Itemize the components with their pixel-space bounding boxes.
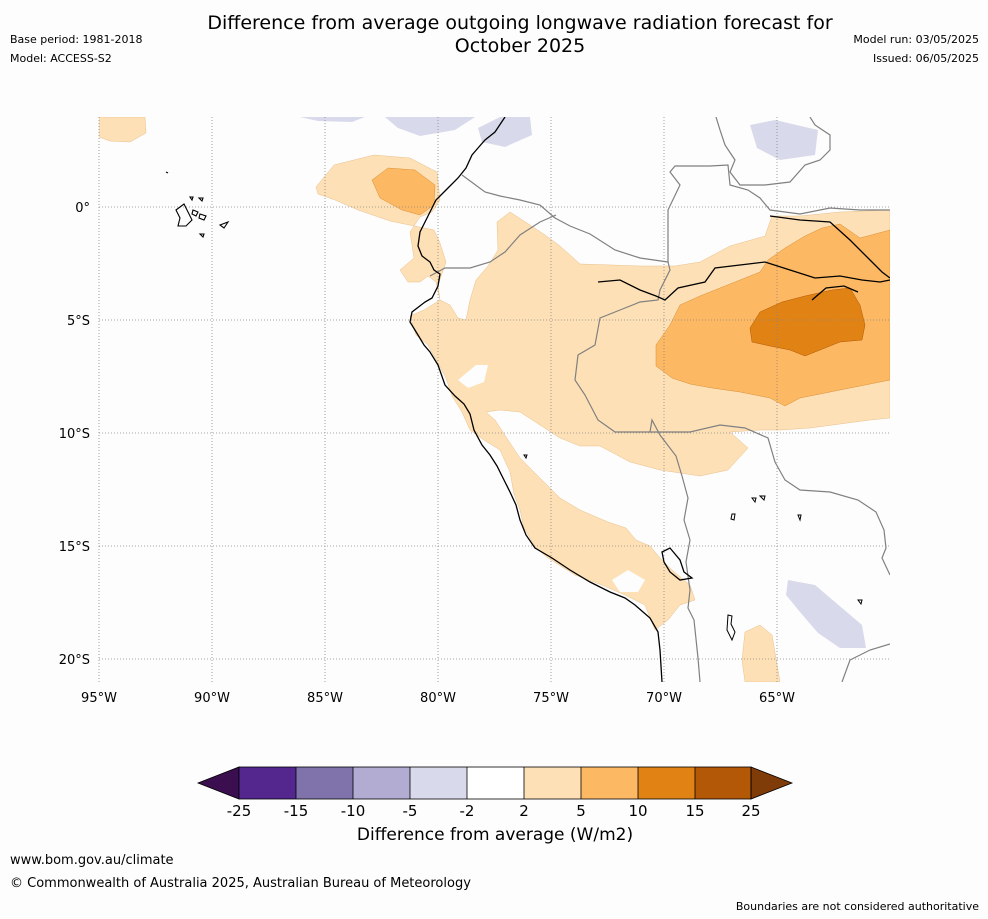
colorbar-tick-label: 15 <box>685 802 704 820</box>
colorbar-tick-label: -10 <box>341 802 366 820</box>
anomaly-patch-plus2 <box>315 154 890 631</box>
lon-label: 65°W <box>759 691 795 706</box>
model-label: Model: ACCESS-S2 <box>10 52 112 65</box>
colorbar-segment <box>638 767 695 799</box>
colorbar-extend-low <box>196 766 240 800</box>
page-title: Difference from average outgoing longwav… <box>150 12 890 58</box>
anomaly-patch-plus2 <box>741 624 781 682</box>
lat-label: 5°S <box>67 314 90 329</box>
base-period-label: Base period: 1981-2018 <box>10 33 143 46</box>
colorbar-tick-label: -15 <box>284 802 309 820</box>
issued-label: Issued: 06/05/2025 <box>872 52 979 65</box>
lon-label: 90°W <box>194 691 230 706</box>
lon-label: 95°W <box>81 691 117 706</box>
colorbar-segment <box>467 767 524 799</box>
graticule <box>98 117 890 682</box>
colorbar-segment <box>410 767 467 799</box>
galapagos-islands <box>165 171 230 239</box>
colorbar-segment <box>695 767 751 799</box>
title-line-1: Difference from average outgoing longwav… <box>207 12 833 34</box>
latitude-labels: 0° 5°S 10°S 15°S 20°S <box>59 201 90 668</box>
anomaly-patch-minus2 <box>300 117 365 122</box>
anomaly-patch-plus2 <box>99 117 147 143</box>
colorbar-segment <box>524 767 581 799</box>
colorbar-tick-label: -2 <box>460 802 475 820</box>
anomaly-patch-plus10 <box>749 287 866 357</box>
colorbar-segment <box>296 767 353 799</box>
lon-label: 85°W <box>307 691 343 706</box>
lakes <box>523 454 863 642</box>
colorbar-tick-label: 25 <box>741 802 760 820</box>
lat-label: 20°S <box>59 653 90 668</box>
lon-label: 70°W <box>646 691 682 706</box>
copyright-notice: © Commonwealth of Australia 2025, Austra… <box>10 876 471 891</box>
lat-label: 15°S <box>59 540 90 555</box>
website-link[interactable]: www.bom.gov.au/climate <box>10 853 174 868</box>
colorbar-tick-label: -5 <box>403 802 418 820</box>
colorbar-tick-label: 5 <box>576 802 586 820</box>
anomaly-hole <box>458 365 488 388</box>
boundaries-disclaimer: Boundaries are not considered authoritat… <box>735 900 979 913</box>
anomaly-patch-minus2 <box>786 580 866 648</box>
colorbar-title: Difference from average (W/m2) <box>356 825 634 845</box>
lon-label: 80°W <box>420 691 456 706</box>
colorbar-segment <box>239 767 296 799</box>
colorbar-tick-label: 10 <box>628 802 647 820</box>
country-borders <box>429 117 890 682</box>
colorbar-tick-label: 2 <box>519 802 529 820</box>
colorbar-segment <box>353 767 410 799</box>
anomaly-hole <box>612 570 645 592</box>
longitude-labels: 95°W 90°W 85°W 80°W 75°W 70°W 65°W <box>81 691 795 706</box>
colorbar: -25 -15 -10 -5 -2 2 5 10 15 25 <box>196 766 794 820</box>
anomaly-field <box>99 117 890 682</box>
colorbar-extend-high <box>750 766 794 800</box>
coastlines <box>409 117 890 682</box>
colorbar-tick-label: -25 <box>227 802 252 820</box>
anomaly-patch-minus2 <box>385 117 475 136</box>
model-run-label: Model run: 03/05/2025 <box>853 33 979 46</box>
lat-label: 10°S <box>59 427 90 442</box>
anomaly-patch-minus2 <box>750 120 818 160</box>
colorbar-segment <box>581 767 638 799</box>
title-line-2: October 2025 <box>454 35 586 57</box>
lon-label: 75°W <box>533 691 569 706</box>
lat-label: 0° <box>75 201 90 216</box>
anomaly-patch-minus2 <box>478 117 532 147</box>
